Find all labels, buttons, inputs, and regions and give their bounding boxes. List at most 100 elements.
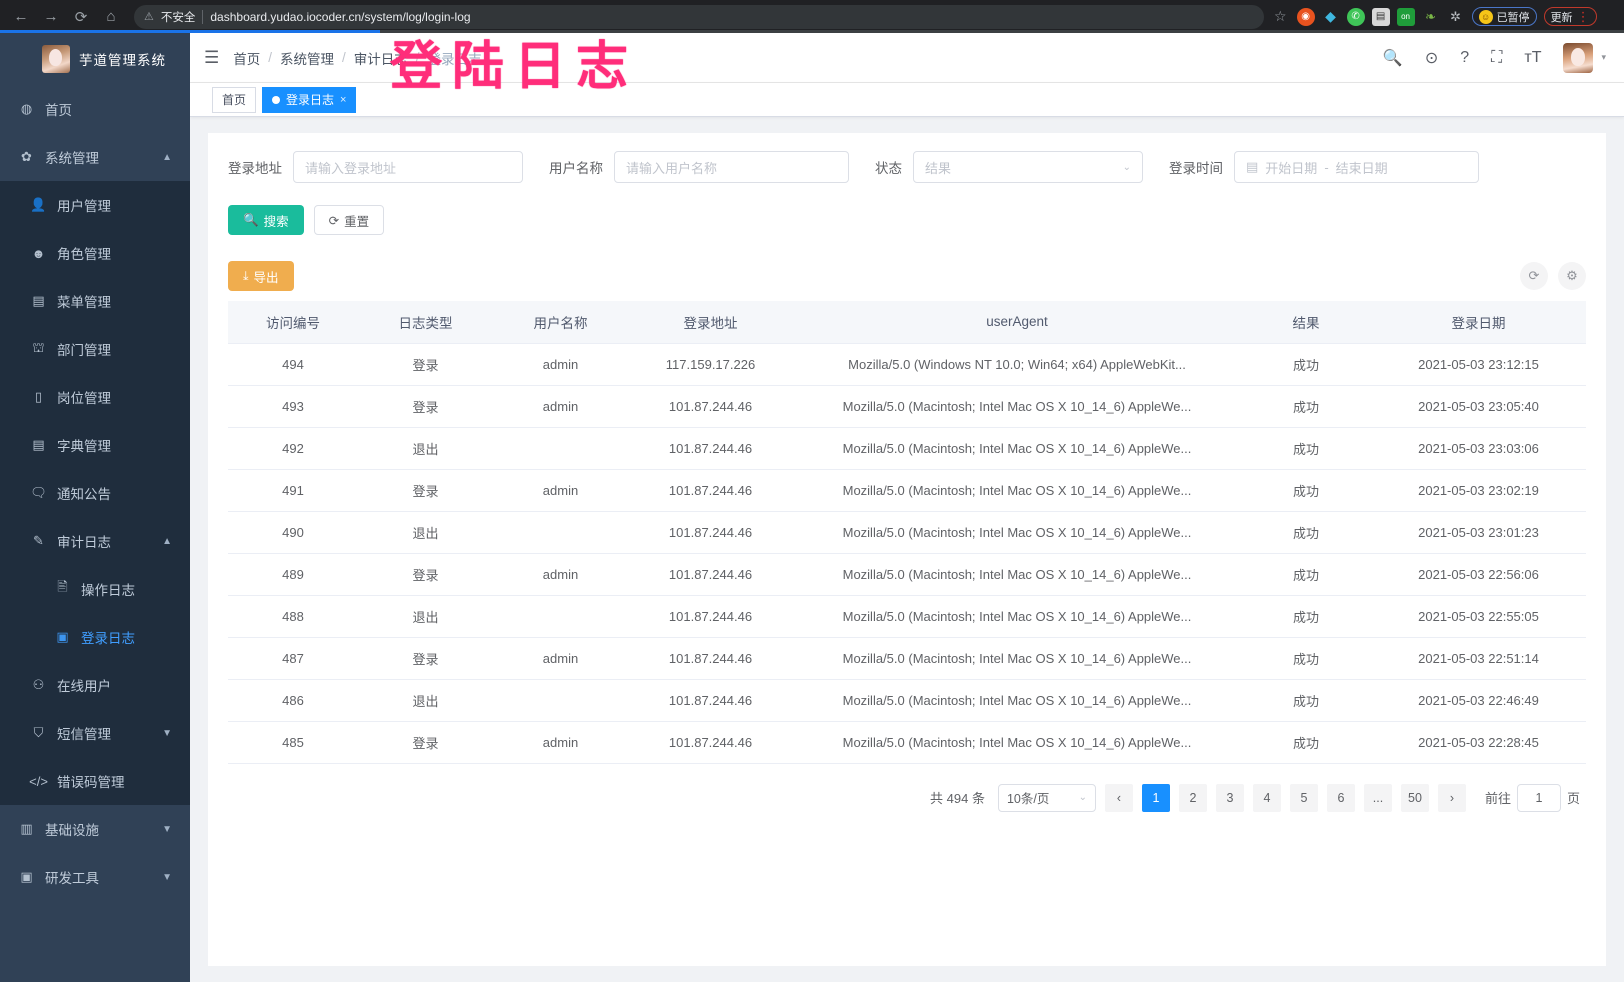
- leaf-extension-icon[interactable]: ❧: [1425, 8, 1437, 24]
- query-actions: 🔍 搜索 ⟳ 重置: [228, 205, 1586, 235]
- avatar[interactable]: [1563, 42, 1594, 73]
- update-chip[interactable]: 更新 ⋮: [1543, 7, 1597, 26]
- col-header-user[interactable]: 用户名称: [493, 301, 628, 344]
- search-button[interactable]: 🔍 搜索: [228, 205, 304, 235]
- forward-arrow-icon[interactable]: →: [43, 8, 59, 25]
- back-icon[interactable]: ←: [13, 8, 29, 25]
- export-button[interactable]: ⤓ 导出: [228, 261, 294, 291]
- table-row[interactable]: 487 登录 admin 101.87.244.46 Mozilla/5.0 (Maci…: [228, 637, 1586, 680]
- hamburger-icon[interactable]: ☰: [204, 47, 220, 67]
- table-row[interactable]: 486 退出 101.87.244.46 Mozilla/5.0 (Macintosh…: [228, 679, 1586, 722]
- close-icon[interactable]: ×: [340, 93, 347, 106]
- fullscreen-icon[interactable]: ⛶: [1491, 48, 1503, 66]
- table-row[interactable]: 494 登录 admin 117.159.17.226 Mozilla/5.0 (Win…: [228, 343, 1586, 386]
- table-row[interactable]: 488 退出 101.87.244.46 Mozilla/5.0 (Macintosh…: [228, 595, 1586, 638]
- page-size-select[interactable]: 10条/页 ⌄: [997, 783, 1096, 812]
- sidebar-item-login-log[interactable]: ▣ 登录日志: [0, 613, 190, 661]
- font-size-icon[interactable]: ᴛT: [1524, 48, 1542, 66]
- cell-addr: 101.87.244.46: [628, 595, 793, 638]
- chevron-down-icon[interactable]: ▾: [1601, 52, 1606, 62]
- sidebar-item-dict-mgmt[interactable]: ▤ 字典管理: [0, 421, 190, 469]
- breadcrumb-separator: /: [268, 50, 273, 65]
- sidebar-item-dev-tools[interactable]: ▣ 研发工具 ▼: [0, 853, 190, 901]
- sidebar-item-error-code[interactable]: </> 错误码管理: [0, 757, 190, 805]
- sidebar-item-system[interactable]: ✿ 系统管理 ▲: [0, 133, 190, 181]
- login-log-table-wrapper: 访问编号 日志类型 用户名称 登录地址 userAgent 结果 登录日期 49…: [228, 301, 1586, 764]
- ublock-icon[interactable]: ◉: [1296, 7, 1315, 26]
- col-header-date[interactable]: 登录日期: [1371, 301, 1586, 344]
- col-header-addr[interactable]: 登录地址: [628, 301, 793, 344]
- select-placeholder: 结果: [925, 160, 952, 176]
- table-row[interactable]: 491 登录 admin 101.87.244.46 Mozilla/5.0 (Maci…: [228, 469, 1586, 512]
- pagination-next[interactable]: ›: [1437, 783, 1466, 812]
- table-row[interactable]: 493 登录 admin 101.87.244.46 Mozilla/5.0 (Maci…: [228, 385, 1586, 428]
- pagination-page-4[interactable]: 4: [1252, 783, 1281, 812]
- cell-type: 登录: [358, 343, 493, 386]
- tag-home[interactable]: 首页: [212, 86, 257, 113]
- sidebar-item-dept-mgmt[interactable]: ⛫ 部门管理: [0, 325, 190, 373]
- tag-label: 首页: [222, 93, 247, 107]
- sidebar-item-post-mgmt[interactable]: ▯ 岗位管理: [0, 373, 190, 421]
- cell-date: 2021-05-03 23:03:06: [1371, 427, 1586, 470]
- sidebar-item-role-mgmt[interactable]: ☻ 角色管理: [0, 229, 190, 277]
- sidebar-menu-bottom: ▥ 基础设施 ▼ ▣ 研发工具 ▼: [0, 805, 190, 901]
- sidebar-item-label: 用户管理: [57, 199, 111, 214]
- refresh-icon: ⟳: [328, 213, 340, 228]
- github-icon[interactable]: ⊙: [1424, 49, 1439, 67]
- pagination-page-1[interactable]: 1: [1141, 783, 1170, 812]
- login-time-daterange[interactable]: ▤ 开始日期 - 结束日期: [1234, 151, 1479, 183]
- login-address-input[interactable]: 请输入登录地址: [293, 151, 523, 183]
- reload-icon[interactable]: ⟳: [74, 8, 88, 26]
- sidebar-logo[interactable]: 芋道管理系统: [0, 33, 190, 85]
- tag-login-log[interactable]: 登录日志 ×: [262, 86, 357, 113]
- username-input[interactable]: 请输入用户名称: [614, 151, 849, 183]
- pagination-prev[interactable]: ‹: [1104, 783, 1133, 812]
- sidebar-item-operation-log[interactable]: 🖹 操作日志: [0, 565, 190, 613]
- sidebar-item-notice[interactable]: 🗨 通知公告: [0, 469, 190, 517]
- jump-input[interactable]: 1: [1516, 783, 1561, 812]
- sidebar-item-user-mgmt[interactable]: 👤 用户管理: [0, 181, 190, 229]
- table-row[interactable]: 485 登录 admin 101.87.244.46 Mozilla/5.0 (Maci…: [228, 721, 1586, 764]
- puzzle-extension-icon[interactable]: ✲: [1450, 8, 1462, 24]
- breadcrumb-item-audit: 审计日志: [353, 51, 408, 67]
- sidebar-item-online-user[interactable]: ⚇ 在线用户: [0, 661, 190, 709]
- reset-button[interactable]: ⟳ 重置: [313, 205, 385, 235]
- table-row[interactable]: 489 登录 admin 101.87.244.46 Mozilla/5.0 (Maci…: [228, 553, 1586, 596]
- sidebar-item-infra[interactable]: ▥ 基础设施 ▼: [0, 805, 190, 853]
- sidebar-item-sms-mgmt[interactable]: ⛉ 短信管理 ▼: [0, 709, 190, 757]
- address-bar[interactable]: ⚠ 不安全 dashboard.yudao.iocoder.cn/system/…: [134, 4, 1264, 29]
- cell-result: 成功: [1241, 469, 1371, 512]
- notes-extension-icon[interactable]: ▤: [1371, 7, 1390, 26]
- col-header-id[interactable]: 访问编号: [228, 301, 358, 344]
- reset-button-label: 重置: [344, 214, 370, 229]
- kebab-menu-icon[interactable]: ⋮: [1576, 9, 1590, 24]
- search-icon[interactable]: 🔍: [1382, 49, 1403, 67]
- sidebar-item-menu-mgmt[interactable]: ▤ 菜单管理: [0, 277, 190, 325]
- refresh-table-icon[interactable]: ⟳: [1520, 262, 1548, 290]
- pagination-ellipsis[interactable]: ...: [1363, 783, 1392, 812]
- paused-chip[interactable]: ☺ 已暂停: [1471, 7, 1537, 26]
- translate-extension-icon[interactable]: on: [1396, 7, 1415, 26]
- pagination-page-2[interactable]: 2: [1178, 783, 1207, 812]
- bookmark-star-icon[interactable]: ☆: [1274, 8, 1287, 24]
- status-select[interactable]: 结果 ⌄: [913, 151, 1143, 183]
- pagination-page-6[interactable]: 6: [1326, 783, 1355, 812]
- col-header-result[interactable]: 结果: [1241, 301, 1371, 344]
- start-date-placeholder: 开始日期: [1265, 160, 1318, 176]
- columns-settings-icon[interactable]: ⚙: [1558, 262, 1586, 290]
- help-icon[interactable]: ?: [1460, 48, 1470, 66]
- sidebar-item-audit-log[interactable]: ✎ 审计日志 ▲: [0, 517, 190, 565]
- table-row[interactable]: 492 退出 101.87.244.46 Mozilla/5.0 (Macintosh…: [228, 427, 1586, 470]
- pagination-page-3[interactable]: 3: [1215, 783, 1244, 812]
- breadcrumb-item-home[interactable]: 首页: [233, 51, 261, 67]
- sidebar-item-home[interactable]: ◍ 首页: [0, 85, 190, 133]
- pagination-page-5[interactable]: 5: [1289, 783, 1318, 812]
- table-row[interactable]: 490 退出 101.87.244.46 Mozilla/5.0 (Macintosh…: [228, 511, 1586, 554]
- col-header-ua[interactable]: userAgent: [793, 301, 1241, 344]
- home-icon[interactable]: ⌂: [106, 8, 116, 25]
- security-label: 不安全: [160, 11, 196, 24]
- wechat-extension-icon[interactable]: ✆: [1346, 7, 1365, 26]
- diamond-extension-icon[interactable]: ◆: [1325, 8, 1336, 24]
- col-header-type[interactable]: 日志类型: [358, 301, 493, 344]
- pagination-page-50[interactable]: 50: [1400, 783, 1429, 812]
